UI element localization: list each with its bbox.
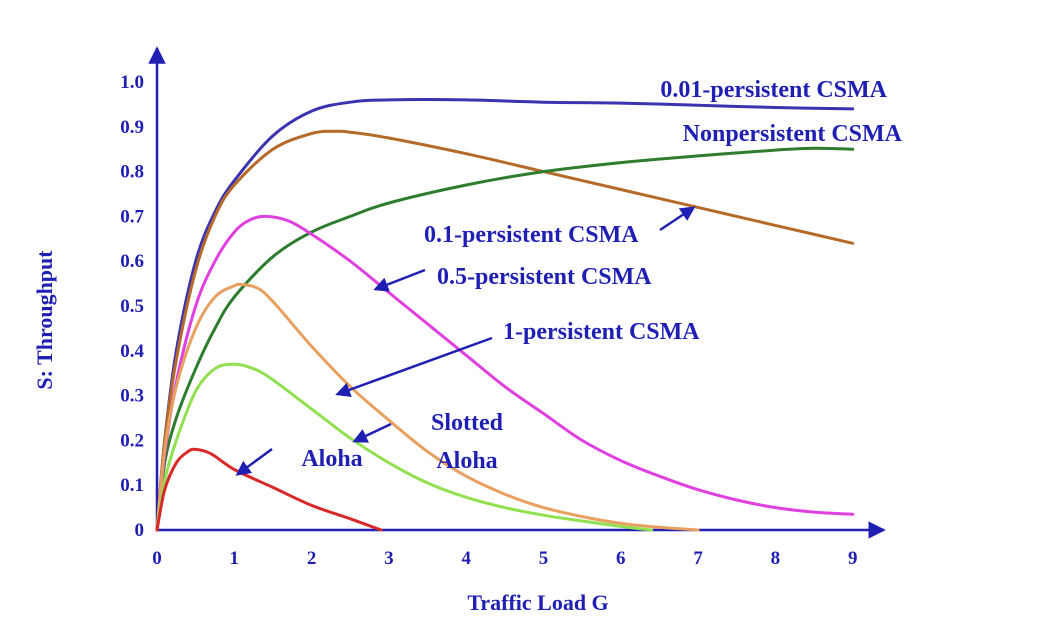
series-label-0-01-persistent-csma: 0.01-persistent CSMA <box>660 77 887 103</box>
series-line-nonpersistent-csma <box>155 129 855 532</box>
x-tick-label: 8 <box>771 548 781 569</box>
pointer-arrow-0.1-persistent <box>659 206 696 232</box>
pointer-arrow-1-persistent <box>335 336 493 397</box>
series-line-aloha <box>155 447 383 532</box>
y-tick-label: 0.7 <box>120 206 144 227</box>
series-label-aloha: Aloha <box>301 446 362 472</box>
series-label-slotted-aloha: Slotted <box>431 410 504 436</box>
x-axis-title: Traffic Load G <box>467 590 608 615</box>
x-tick-label: 0 <box>152 548 162 569</box>
series-label-0-5-persistent-csma: 0.5-persistent CSMA <box>437 264 652 290</box>
series-label-nonpersistent-csma: Nonpersistent CSMA <box>683 121 903 147</box>
y-tick-label: 0.1 <box>120 475 144 496</box>
x-tick-label: 6 <box>616 548 626 569</box>
series-line-0-5-persistent-csma <box>155 214 855 532</box>
series-line-1-persistent-csma <box>155 282 700 532</box>
series-label-0-1-persistent-csma: 0.1-persistent CSMA <box>424 222 639 248</box>
y-tick-label: 0.8 <box>120 162 144 183</box>
series-line-0-01-persistent-csma <box>155 98 855 532</box>
y-tick-label: 0.4 <box>120 341 144 362</box>
x-tick-label: 5 <box>539 548 549 569</box>
y-tick-label: 0.9 <box>120 117 144 138</box>
series-line-slotted-aloha <box>155 362 654 532</box>
x-tick-label: 7 <box>693 548 703 569</box>
x-tick-label: 2 <box>307 548 317 569</box>
x-tick-label: 9 <box>848 548 858 569</box>
x-tick-label: 3 <box>384 548 394 569</box>
x-tick-labels: 0 1 2 3 4 5 6 7 8 9 <box>152 548 857 569</box>
series-labels: 0.01-persistent CSMA Nonpersistent CSMA 0.… <box>301 77 902 474</box>
y-tick-label: 0.3 <box>120 386 144 407</box>
y-tick-label: 0.6 <box>120 251 144 272</box>
pointer-arrow-0.5-persistent <box>373 268 426 292</box>
series-label-1-persistent-csma: 1-persistent CSMA <box>503 319 700 345</box>
y-tick-label: 1.0 <box>120 72 144 93</box>
series-line-0-1-persistent-csma <box>155 146 855 532</box>
y-tick-label: 0 <box>135 520 145 541</box>
series-label-slotted-aloha: Aloha <box>436 448 497 474</box>
x-tick-label: 1 <box>230 548 240 569</box>
series-curves <box>155 98 855 532</box>
pointer-arrow-aloha <box>235 447 273 476</box>
y-tick-label: 0.2 <box>120 430 144 451</box>
pointer-arrow-slotted-aloha <box>352 422 392 443</box>
y-tick-labels: 0 0.1 0.2 0.3 0.4 0.5 0.6 0.7 0.8 0.9 1.0 <box>120 72 144 541</box>
y-tick-label: 0.5 <box>120 296 144 317</box>
y-axis-title: S: Throughput <box>32 250 57 390</box>
x-tick-label: 4 <box>461 548 471 569</box>
